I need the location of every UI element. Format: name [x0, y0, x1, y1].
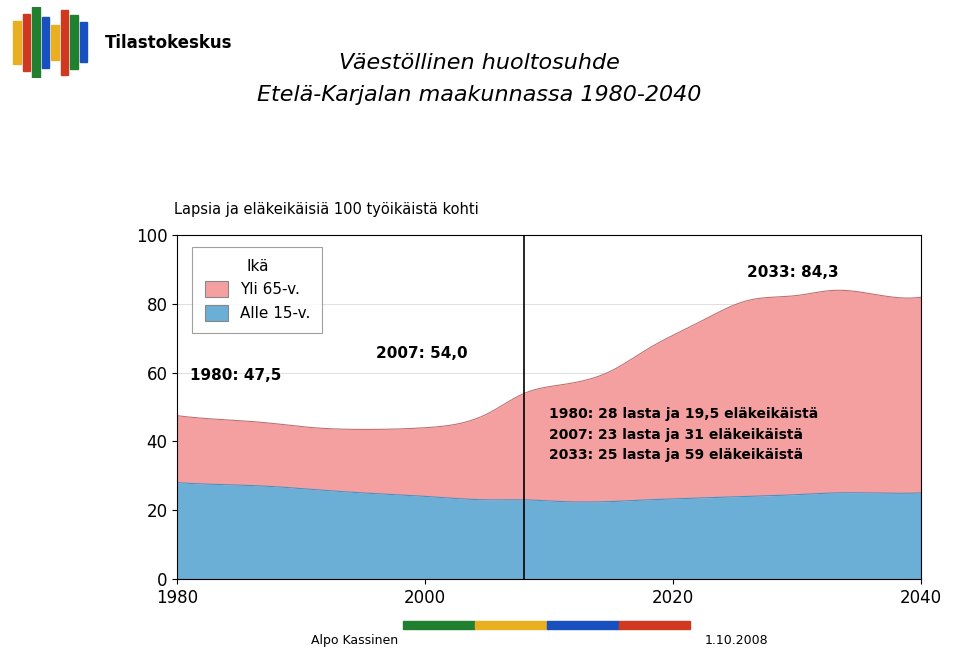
- Text: Alpo Kassinen: Alpo Kassinen: [311, 634, 398, 647]
- Bar: [41, 17, 49, 67]
- Bar: [60, 10, 68, 75]
- Bar: [13, 21, 21, 64]
- Text: 2033: 84,3: 2033: 84,3: [747, 265, 839, 280]
- Text: 2007: 54,0: 2007: 54,0: [376, 346, 467, 361]
- Text: Lapsia ja eläkeikäisiä 100 työikäistä kohti: Lapsia ja eläkeikäisiä 100 työikäistä ko…: [174, 201, 479, 216]
- Bar: [51, 24, 58, 61]
- Text: Tilastokeskus: Tilastokeskus: [105, 33, 232, 52]
- Text: Väestöllinen huoltosuhde: Väestöllinen huoltosuhde: [339, 53, 620, 73]
- Bar: [70, 15, 78, 69]
- Bar: [23, 14, 31, 71]
- Text: 1980: 28 lasta ja 19,5 eläkeikäistä
2007: 23 lasta ja 31 eläkeikäistä
2033: 25 l: 1980: 28 lasta ja 19,5 eläkeikäistä 2007…: [550, 407, 818, 462]
- Bar: [80, 22, 87, 62]
- Text: 1980: 47,5: 1980: 47,5: [190, 368, 281, 383]
- Bar: [32, 7, 40, 78]
- Text: 1.10.2008: 1.10.2008: [705, 634, 768, 647]
- Legend: Yli 65-v., Alle 15-v.: Yli 65-v., Alle 15-v.: [193, 247, 322, 333]
- Text: Etelä-Karjalan maakunnassa 1980-2040: Etelä-Karjalan maakunnassa 1980-2040: [257, 86, 702, 105]
